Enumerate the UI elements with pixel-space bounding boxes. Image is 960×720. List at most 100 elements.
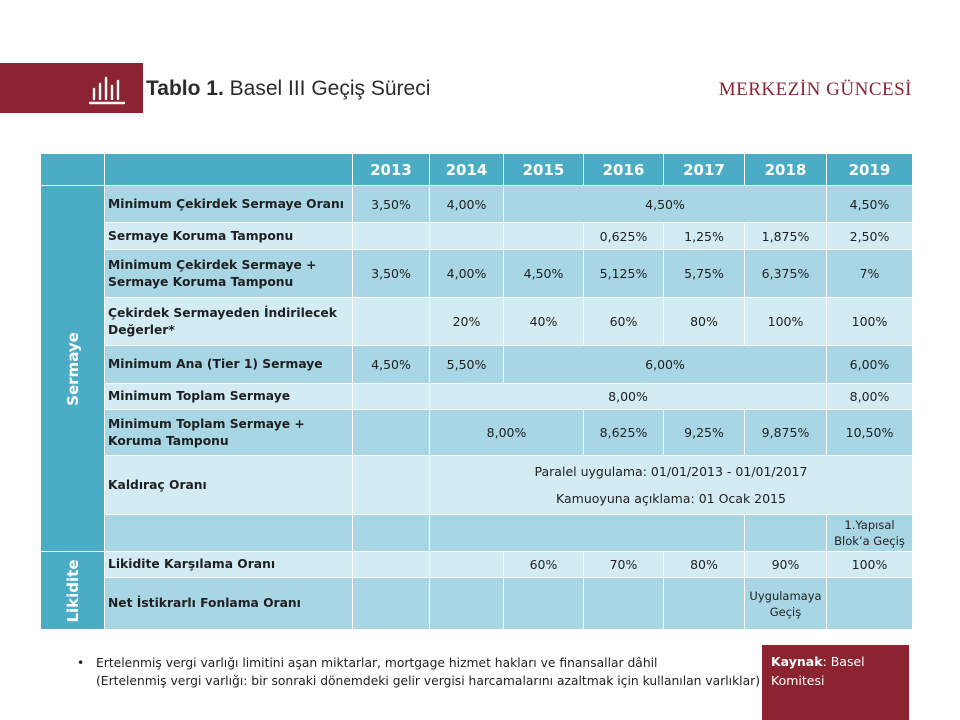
bullet: •: [77, 656, 85, 670]
cell-empty: [503, 577, 584, 630]
cell-value: 100%: [744, 297, 827, 346]
cell-value: 60%: [503, 551, 584, 578]
source-box: Kaynak: Basel Komitesi: [762, 645, 909, 720]
cell-empty: [503, 222, 584, 250]
cell-empty: [429, 514, 745, 552]
title-bold: Tablo 1.: [146, 77, 224, 100]
kaldirac-cell: Paralel uygulama: 01/01/2013 - 01/01/201…: [429, 455, 913, 515]
table-row: Net İstikrarlı Fonlama Oranı Uygulamaya …: [41, 577, 913, 630]
table-row: Sermaye Minimum Çekirdek Sermaye Oranı 3…: [40, 185, 913, 552]
source-value: Basel Komitesi: [771, 654, 865, 688]
group-likidite-label: Likidite: [63, 558, 82, 623]
cell-value: 2,50%: [826, 222, 913, 250]
year-header: 2014: [429, 153, 504, 186]
table-row: Likidite Likidite Karşılama Oranı 60% 70…: [40, 551, 913, 630]
page-title: Tablo 1. Basel III Geçiş Süreci: [146, 77, 430, 101]
cell-empty: [352, 514, 430, 552]
table-row: Çekirdek Sermayeden İndirilecek Değerler…: [41, 297, 913, 346]
cell-empty: [352, 297, 430, 346]
cell-empty: [583, 577, 664, 630]
cell-value: 4,50%: [352, 345, 430, 384]
cell-empty: [429, 222, 504, 250]
year-header: 2015: [503, 153, 584, 186]
cell-value: 1,25%: [663, 222, 745, 250]
row-label: Net İstikrarlı Fonlama Oranı: [104, 577, 353, 630]
cell-value: 40%: [503, 297, 584, 346]
row-label: Çekirdek Sermayeden İndirilecek Değerler…: [104, 297, 353, 346]
row-label: Minimum Toplam Sermaye + Koruma Tamponu: [104, 409, 353, 456]
cell-value: 5,50%: [429, 345, 504, 384]
cell-value: 6,00%: [826, 345, 913, 384]
cell-empty: [352, 577, 430, 630]
year-header: 2013: [352, 153, 430, 186]
cell-value-span: 8,00%: [429, 383, 827, 410]
row-label: Minimum Toplam Sermaye: [104, 383, 353, 410]
group-likidite: Likidite: [40, 551, 105, 630]
cell-empty: [352, 222, 430, 250]
cell-value: 100%: [826, 551, 913, 578]
cell-value: 10,50%: [826, 409, 913, 456]
cell-value: 20%: [429, 297, 504, 346]
table-row: Minimum Toplam Sermaye + Koruma Tamponu …: [41, 409, 913, 456]
cell-value: Uygulamaya Geçiş: [744, 577, 827, 630]
row-label: Likidite Karşılama Oranı: [104, 551, 353, 578]
row-label: Minimum Çekirdek Sermaye Oranı: [104, 185, 353, 223]
brand-name: MERKEZİN GÜNCESİ: [718, 79, 912, 100]
cell-value: 8,625%: [583, 409, 664, 456]
cell-empty: [352, 409, 430, 456]
cell-value: 60%: [583, 297, 664, 346]
cell-value: 0,625%: [583, 222, 664, 250]
cell-empty: [826, 577, 913, 630]
cell-empty: [663, 577, 745, 630]
basel-table: 2013 2014 2015 2016 2017 2018 2019 Serma…: [40, 153, 913, 630]
cell-value: 1.Yapısal Blok’a Geçiş: [826, 514, 913, 552]
row-label: Sermaye Koruma Tamponu: [104, 222, 353, 250]
bar-chart-icon: [88, 76, 126, 105]
label-header-cell: [104, 153, 353, 186]
cell-value: 3,50%: [352, 249, 430, 298]
row-label: Kaldıraç Oranı: [104, 455, 353, 515]
cell-value-span: 6,00%: [503, 345, 827, 384]
table-row: Sermaye Koruma Tamponu 0,625% 1,25% 1,87…: [41, 222, 913, 250]
footnote-line-2: (Ertelenmiş vergi varlığı: bir sonraki d…: [96, 674, 760, 688]
cell-value: 1,875%: [744, 222, 827, 250]
kaldirac-line-2: Kamuoyuna açıklama: 01 Ocak 2015: [556, 491, 786, 506]
cell-value: 4,50%: [826, 185, 913, 223]
table-row: 1.Yapısal Blok’a Geçiş: [41, 514, 913, 552]
year-header: 2016: [583, 153, 664, 186]
footnote: • Ertelenmiş vergi varlığı limitini aşan…: [77, 654, 760, 690]
cell-value-span: 4,50%: [503, 185, 827, 223]
cell-value: 7%: [826, 249, 913, 298]
cell-empty: [429, 577, 504, 630]
cell-empty: [104, 514, 353, 552]
cell-value: 100%: [826, 297, 913, 346]
cell-value: 4,00%: [429, 249, 504, 298]
cell-value: 90%: [744, 551, 827, 578]
cell-value: 5,125%: [583, 249, 664, 298]
cell-value: 80%: [663, 297, 745, 346]
cell-value: 4,00%: [429, 185, 504, 223]
year-header-row: 2013 2014 2015 2016 2017 2018 2019: [40, 153, 913, 186]
table-row: Minimum Çekirdek Sermaye + Sermaye Korum…: [41, 249, 913, 298]
cell-empty: [352, 383, 430, 410]
corner-cell: [40, 153, 105, 186]
cell-empty: [744, 514, 827, 552]
cell-value-span: 8,00%: [429, 409, 584, 456]
table-row: Kaldıraç Oranı Paralel uygulama: 01/01/2…: [41, 455, 913, 515]
source-colon: :: [822, 654, 831, 669]
row-label: Minimum Ana (Tier 1) Sermaye: [104, 345, 353, 384]
source-label: Kaynak: [771, 654, 823, 669]
group-sermaye-label: Sermaye: [63, 331, 82, 406]
group-sermaye: Sermaye: [40, 185, 105, 552]
year-header: 2017: [663, 153, 745, 186]
year-header: 2019: [826, 153, 913, 186]
cell-value: 6,375%: [744, 249, 827, 298]
cell-value: 5,75%: [663, 249, 745, 298]
cell-value: 9,25%: [663, 409, 745, 456]
cell-value: 3,50%: [352, 185, 430, 223]
year-header: 2018: [744, 153, 827, 186]
table-row: Minimum Ana (Tier 1) Sermaye 4,50% 5,50%…: [41, 345, 913, 384]
cell-empty: [429, 551, 504, 578]
table-row: Minimum Toplam Sermaye 8,00% 8,00%: [41, 383, 913, 410]
cell-value: 70%: [583, 551, 664, 578]
